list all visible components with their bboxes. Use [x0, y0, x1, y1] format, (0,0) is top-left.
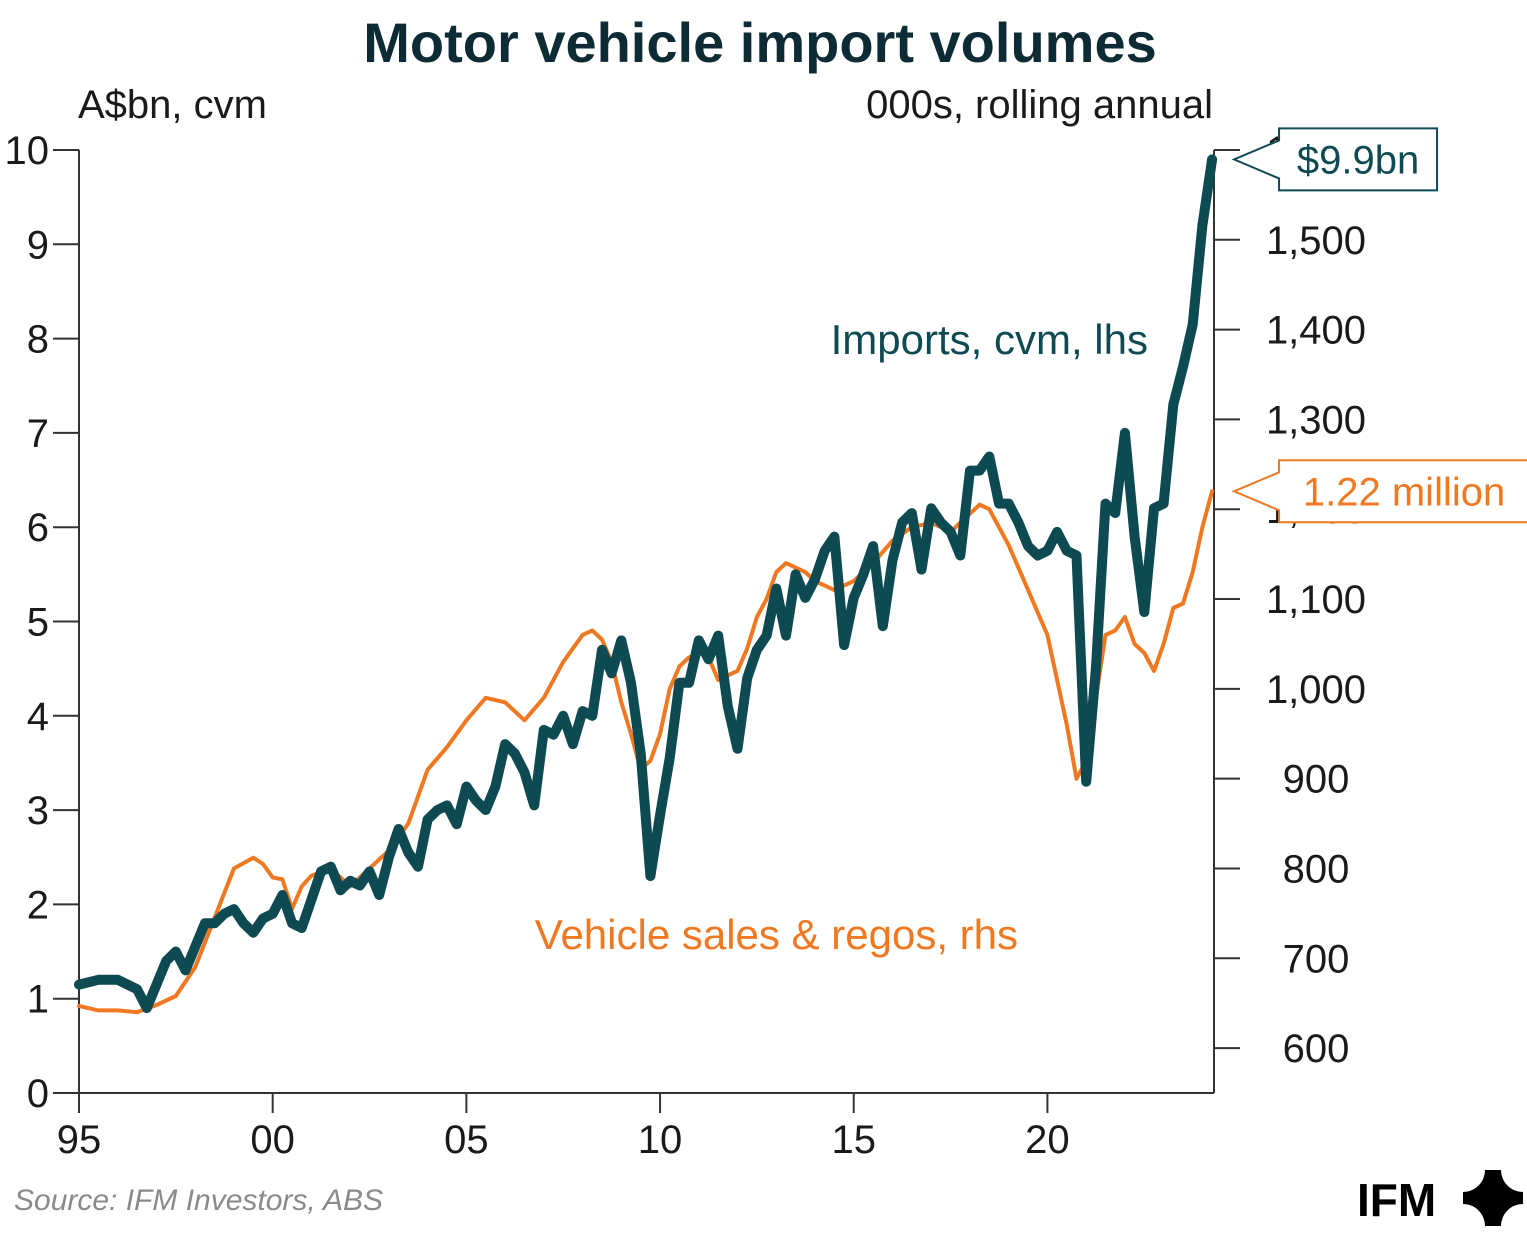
left-tick-label: 0	[27, 1072, 49, 1116]
sales-callout-text: 1.22 million	[1303, 470, 1505, 514]
x-tick-label: 95	[57, 1118, 102, 1162]
right-tick-label: 1,400	[1266, 309, 1366, 353]
right-axis-unit-label: 000s, rolling annual	[866, 83, 1213, 127]
ifm-logo-mark-icon	[1441, 1148, 1527, 1236]
left-tick-label: 1	[27, 978, 49, 1022]
left-axis-unit-label: A$bn, cvm	[78, 83, 267, 127]
left-tick-label: 8	[27, 318, 49, 362]
right-tick-label: 800	[1283, 847, 1350, 891]
right-tick-label: 700	[1283, 937, 1350, 981]
left-tick-label: 4	[27, 695, 49, 739]
right-tick-label: 1,100	[1266, 578, 1366, 622]
source-note: Source: IFM Investors, ABS	[14, 1184, 383, 1217]
left-tick-label: 9	[27, 223, 49, 267]
right-tick-label: 1,300	[1266, 398, 1366, 442]
imports-series-label: Imports, cvm, lhs	[831, 316, 1148, 363]
chart-title: Motor vehicle import volumes	[363, 11, 1157, 74]
right-tick-label: 900	[1283, 758, 1350, 802]
left-tick-label: 5	[27, 601, 49, 645]
ifm-logo: IFM	[1357, 1148, 1527, 1236]
imports-callout-box	[1231, 127, 1439, 192]
x-tick-label: 20	[1025, 1118, 1070, 1162]
imports-series-line	[74, 154, 1218, 1014]
x-tick-label: 15	[831, 1118, 876, 1162]
x-tick-label: 00	[250, 1118, 295, 1162]
sales-callout-box	[1231, 459, 1527, 524]
left-tick-label: 7	[27, 412, 49, 456]
left-tick-label: 10	[5, 129, 50, 173]
left-tick-label: 3	[27, 789, 49, 833]
callouts: $9.9bn 1.22 million	[1231, 127, 1527, 524]
brand-wordmark: IFM	[1357, 1174, 1436, 1226]
series-layer	[74, 154, 1218, 1015]
sales-series-label: Vehicle sales & regos, rhs	[535, 911, 1018, 958]
left-tick-label: 6	[27, 506, 49, 550]
x-tick-label: 05	[444, 1118, 489, 1162]
imports-callout-text: $9.9bn	[1297, 138, 1419, 182]
right-tick-label: 600	[1283, 1027, 1350, 1071]
x-tick-label: 10	[638, 1118, 683, 1162]
right-tick-label: 1,500	[1266, 219, 1366, 263]
right-tick-label: 1,000	[1266, 668, 1366, 712]
left-tick-label: 2	[27, 883, 49, 927]
